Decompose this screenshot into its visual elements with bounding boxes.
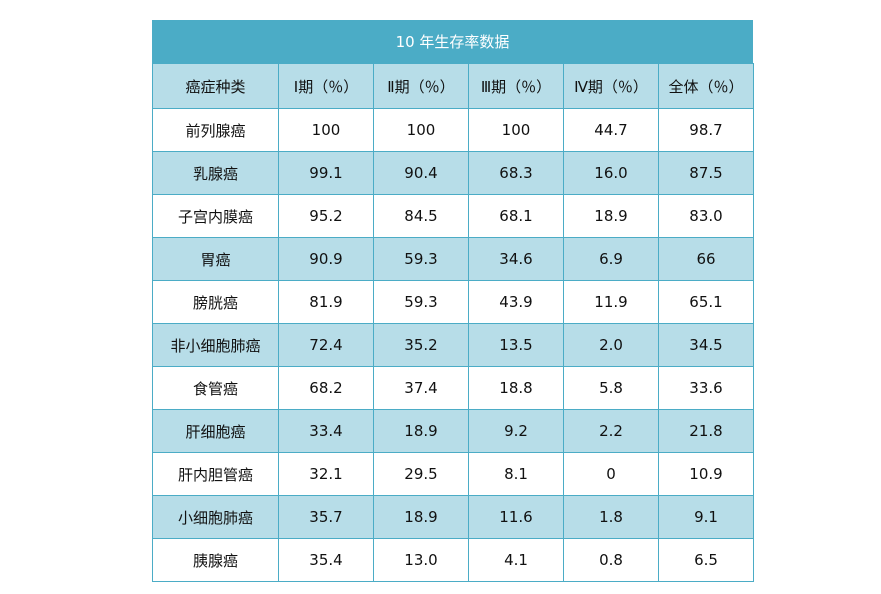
cell-stage-4: 6.9 — [563, 237, 659, 281]
cell-stage-1: 35.7 — [278, 495, 374, 539]
cell-stage-3: 9.2 — [468, 409, 564, 453]
cell-cancer-type: 乳腺癌 — [152, 151, 279, 195]
cell-stage-3: 68.3 — [468, 151, 564, 195]
cell-overall: 34.5 — [658, 323, 754, 367]
cell-stage-3: 11.6 — [468, 495, 564, 539]
cell-overall: 6.5 — [658, 538, 754, 582]
header-overall: 全体（％） — [658, 63, 754, 109]
cell-stage-3: 43.9 — [468, 280, 564, 324]
cell-overall: 10.9 — [658, 452, 754, 496]
cell-stage-1: 99.1 — [278, 151, 374, 195]
cell-cancer-type: 子宫内膜癌 — [152, 194, 279, 238]
cell-stage-2: 35.2 — [373, 323, 469, 367]
cell-cancer-type: 肝细胞癌 — [152, 409, 279, 453]
cell-stage-3: 100 — [468, 108, 564, 152]
cell-overall: 9.1 — [658, 495, 754, 539]
cell-cancer-type: 膀胱癌 — [152, 280, 279, 324]
cell-stage-3: 4.1 — [468, 538, 564, 582]
table-row: 乳腺癌 99.1 90.4 68.3 16.0 87.5 — [152, 151, 754, 195]
cell-stage-3: 68.1 — [468, 194, 564, 238]
cell-stage-2: 18.9 — [373, 409, 469, 453]
cell-stage-3: 13.5 — [468, 323, 564, 367]
cell-stage-4: 0.8 — [563, 538, 659, 582]
cell-stage-3: 8.1 — [468, 452, 564, 496]
cell-stage-1: 72.4 — [278, 323, 374, 367]
cell-stage-1: 81.9 — [278, 280, 374, 324]
table-title: 10 年生存率数据 — [152, 20, 753, 63]
cell-stage-4: 2.0 — [563, 323, 659, 367]
table-row: 胃癌 90.9 59.3 34.6 6.9 66 — [152, 237, 754, 281]
survival-table-container: 10 年生存率数据 癌症种类 Ⅰ期（％） Ⅱ期（％） Ⅲ期（％） Ⅳ期（％） 全… — [152, 20, 754, 582]
survival-rate-table: 癌症种类 Ⅰ期（％） Ⅱ期（％） Ⅲ期（％） Ⅳ期（％） 全体（％） 前列腺癌 … — [152, 63, 754, 582]
cell-stage-2: 18.9 — [373, 495, 469, 539]
cell-overall: 83.0 — [658, 194, 754, 238]
cell-stage-4: 1.8 — [563, 495, 659, 539]
cell-stage-4: 0 — [563, 452, 659, 496]
table-row: 子宫内膜癌 95.2 84.5 68.1 18.9 83.0 — [152, 194, 754, 238]
table-row: 小细胞肺癌 35.7 18.9 11.6 1.8 9.1 — [152, 495, 754, 539]
cell-stage-3: 18.8 — [468, 366, 564, 410]
cell-stage-2: 13.0 — [373, 538, 469, 582]
cell-stage-1: 95.2 — [278, 194, 374, 238]
cell-stage-1: 33.4 — [278, 409, 374, 453]
header-stage-1: Ⅰ期（％） — [278, 63, 374, 109]
cell-overall: 98.7 — [658, 108, 754, 152]
cell-stage-3: 34.6 — [468, 237, 564, 281]
table-row: 胰腺癌 35.4 13.0 4.1 0.8 6.5 — [152, 538, 754, 582]
cell-cancer-type: 小细胞肺癌 — [152, 495, 279, 539]
cell-stage-2: 59.3 — [373, 237, 469, 281]
cell-cancer-type: 食管癌 — [152, 366, 279, 410]
header-cancer-type: 癌症种类 — [152, 63, 279, 109]
cell-stage-1: 68.2 — [278, 366, 374, 410]
cell-stage-4: 18.9 — [563, 194, 659, 238]
cell-stage-1: 100 — [278, 108, 374, 152]
cell-stage-4: 16.0 — [563, 151, 659, 195]
header-stage-3: Ⅲ期（％） — [468, 63, 564, 109]
cell-cancer-type: 肝内胆管癌 — [152, 452, 279, 496]
cell-stage-2: 37.4 — [373, 366, 469, 410]
cell-stage-2: 90.4 — [373, 151, 469, 195]
cell-stage-2: 29.5 — [373, 452, 469, 496]
cell-cancer-type: 非小细胞肺癌 — [152, 323, 279, 367]
cell-stage-4: 5.8 — [563, 366, 659, 410]
cell-cancer-type: 胃癌 — [152, 237, 279, 281]
cell-stage-2: 59.3 — [373, 280, 469, 324]
cell-stage-4: 2.2 — [563, 409, 659, 453]
cell-stage-1: 90.9 — [278, 237, 374, 281]
table-row: 前列腺癌 100 100 100 44.7 98.7 — [152, 108, 754, 152]
cell-stage-4: 11.9 — [563, 280, 659, 324]
cell-stage-2: 84.5 — [373, 194, 469, 238]
header-stage-2: Ⅱ期（％） — [373, 63, 469, 109]
cell-stage-1: 32.1 — [278, 452, 374, 496]
table-row: 肝内胆管癌 32.1 29.5 8.1 0 10.9 — [152, 452, 754, 496]
cell-overall: 21.8 — [658, 409, 754, 453]
table-row: 膀胱癌 81.9 59.3 43.9 11.9 65.1 — [152, 280, 754, 324]
table-header-row: 癌症种类 Ⅰ期（％） Ⅱ期（％） Ⅲ期（％） Ⅳ期（％） 全体（％） — [152, 63, 754, 109]
cell-stage-4: 44.7 — [563, 108, 659, 152]
cell-overall: 87.5 — [658, 151, 754, 195]
cell-cancer-type: 前列腺癌 — [152, 108, 279, 152]
table-row: 非小细胞肺癌 72.4 35.2 13.5 2.0 34.5 — [152, 323, 754, 367]
cell-stage-2: 100 — [373, 108, 469, 152]
header-stage-4: Ⅳ期（％） — [563, 63, 659, 109]
cell-overall: 65.1 — [658, 280, 754, 324]
table-row: 食管癌 68.2 37.4 18.8 5.8 33.6 — [152, 366, 754, 410]
cell-overall: 66 — [658, 237, 754, 281]
cell-stage-1: 35.4 — [278, 538, 374, 582]
cell-overall: 33.6 — [658, 366, 754, 410]
table-row: 肝细胞癌 33.4 18.9 9.2 2.2 21.8 — [152, 409, 754, 453]
cell-cancer-type: 胰腺癌 — [152, 538, 279, 582]
